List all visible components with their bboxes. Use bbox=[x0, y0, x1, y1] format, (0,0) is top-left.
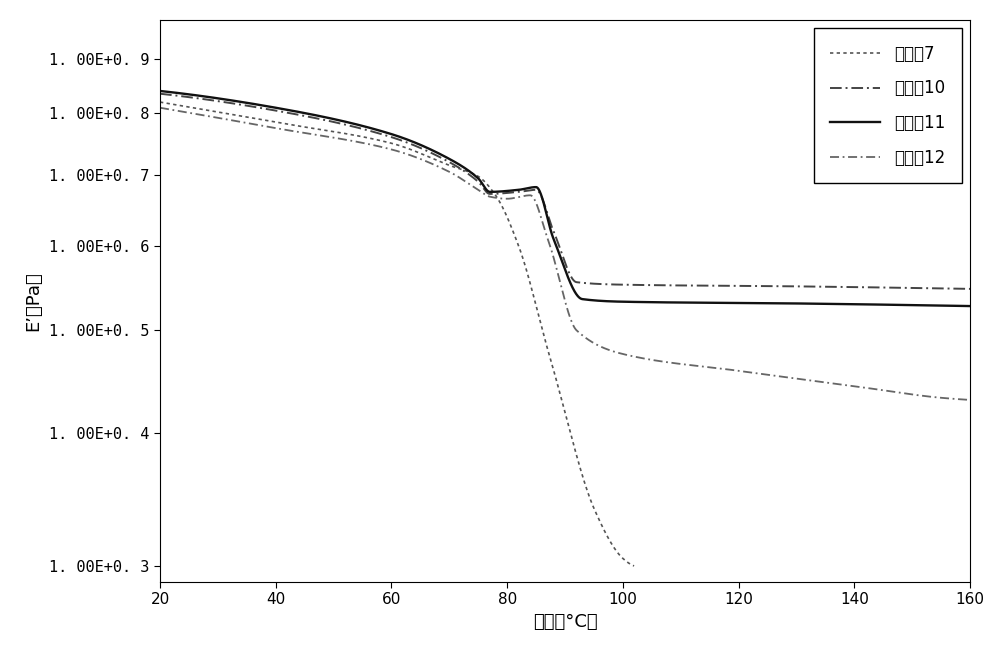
实施佹12 bbox=[154, 104, 166, 112]
实施佹11 bbox=[940, 301, 952, 309]
比较佹7 bbox=[171, 101, 183, 109]
实施佹11 bbox=[940, 301, 952, 309]
实施佹12 bbox=[548, 254, 560, 262]
实施佹11 bbox=[526, 183, 538, 191]
实施佹10 bbox=[940, 284, 952, 292]
实施佹11 bbox=[792, 299, 804, 307]
实施佹10 bbox=[154, 90, 166, 98]
比较佹7 bbox=[154, 98, 166, 106]
实施佹12 bbox=[792, 375, 804, 383]
Legend: 比较佹7, 实施佹10, 实施佹11, 实施佹12: 比较佹7, 实施佹10, 实施佹11, 实施佹12 bbox=[814, 28, 962, 184]
X-axis label: 温度（°C）: 温度（°C） bbox=[533, 613, 597, 631]
实施佹12 bbox=[940, 394, 952, 402]
实施佹11 bbox=[548, 236, 560, 244]
实施佹10 bbox=[548, 228, 560, 236]
Line: 实施佹10: 实施佹10 bbox=[160, 94, 970, 289]
实施佹12 bbox=[940, 395, 952, 403]
比较佹7 bbox=[492, 195, 504, 203]
实施佹10 bbox=[526, 186, 538, 194]
Line: 实施佹12: 实施佹12 bbox=[160, 108, 970, 400]
Y-axis label: E’（Pa）: E’（Pa） bbox=[24, 271, 42, 330]
实施佹10 bbox=[792, 282, 804, 290]
实施佹11 bbox=[964, 302, 976, 310]
比较佹7 bbox=[315, 126, 327, 134]
实施佹10 bbox=[195, 95, 207, 102]
实施佹10 bbox=[964, 285, 976, 293]
比较佹7 bbox=[494, 199, 506, 207]
实施佹12 bbox=[195, 111, 207, 119]
实施佹12 bbox=[526, 192, 538, 200]
实施佹11 bbox=[154, 87, 166, 95]
实施佹11 bbox=[195, 92, 207, 100]
比较佹7 bbox=[261, 116, 273, 124]
比较佹7 bbox=[628, 562, 640, 570]
Line: 比较佹7: 比较佹7 bbox=[160, 102, 634, 566]
Line: 实施佹11: 实施佹11 bbox=[160, 91, 970, 306]
实施佹12 bbox=[964, 396, 976, 404]
实施佹10 bbox=[940, 284, 952, 292]
比较佹7 bbox=[483, 182, 495, 190]
